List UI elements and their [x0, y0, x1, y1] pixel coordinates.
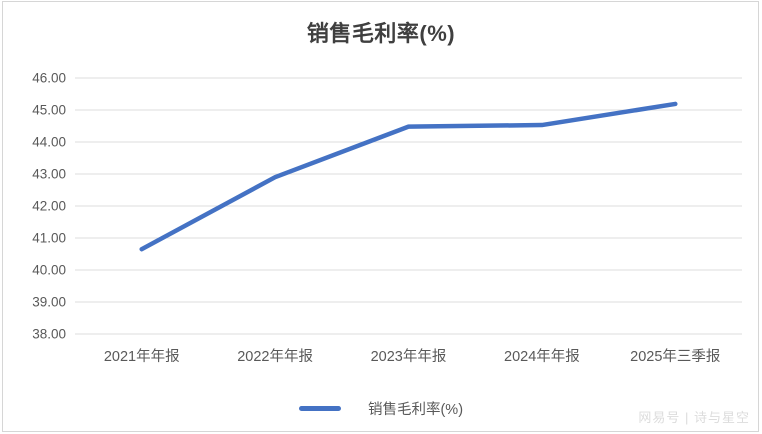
- chart-title: 销售毛利率(%): [306, 21, 456, 46]
- watermark-text: 网易号 | 诗与星空: [638, 410, 750, 425]
- series-line: [139, 101, 678, 252]
- y-axis-tick-label: 39.00: [32, 295, 66, 310]
- x-axis-tick-label: 2024年年报: [504, 348, 580, 365]
- y-axis-tick-label: 46.00: [32, 71, 66, 86]
- x-axis-tick-label: 2023年年报: [371, 348, 447, 365]
- line-chart-plot-area: 38.00 39.00 40.00 41.00 42.00 43.00 44.00 45.00…: [32, 71, 742, 365]
- y-axis-tick-label: 42.00: [32, 199, 66, 214]
- y-axis-tick-label: 41.00: [32, 231, 66, 246]
- chart-legend: 销售毛利率(%): [0, 398, 762, 419]
- y-axis-tick-label: 45.00: [32, 103, 66, 118]
- legend-series-label: 销售毛利率(%): [367, 402, 464, 418]
- y-axis-tick-label: 44.00: [32, 135, 66, 150]
- x-axis-tick-label: 2022年年报: [237, 348, 313, 365]
- x-axis-tick-label: 2025年三季报: [630, 348, 720, 365]
- legend-line-swatch: [298, 406, 341, 411]
- y-axis-tick-label: 40.00: [32, 263, 66, 278]
- x-axis-tick-label: 2021年年报: [104, 348, 180, 365]
- y-axis-tick-label: 43.00: [32, 167, 66, 182]
- y-axis-tick-label: 38.00: [32, 327, 66, 342]
